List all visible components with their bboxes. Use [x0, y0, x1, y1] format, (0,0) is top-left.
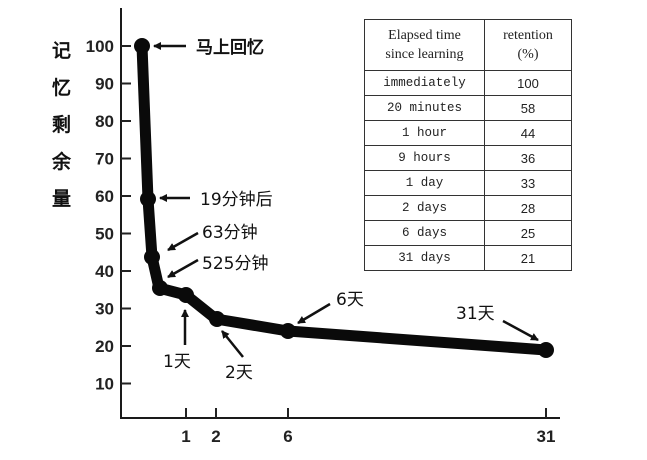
data-point — [140, 191, 156, 207]
cell-time: 9 hours — [364, 145, 485, 171]
cell-retention: 25 — [484, 220, 572, 246]
annotation-31day: 31天 — [456, 304, 495, 324]
data-point — [134, 38, 150, 54]
annotation-1day: 1天 — [163, 352, 191, 372]
axes — [120, 8, 560, 419]
table-row: 20 minutes 58 — [364, 95, 572, 121]
cell-time: 31 days — [364, 245, 485, 271]
y-axis-title-char: 记 — [52, 40, 72, 62]
table-row: 31 days 21 — [364, 245, 572, 271]
cell-time: 2 days — [364, 195, 485, 221]
arrow-icon — [167, 231, 199, 252]
data-point — [152, 280, 168, 296]
data-point — [209, 311, 225, 327]
data-point — [144, 249, 160, 265]
annotation-immediately: 马上回忆 — [196, 37, 264, 58]
table-row: 1 hour 44 — [364, 120, 572, 146]
x-tick-label: 1 — [181, 427, 190, 446]
x-tick-label: 6 — [283, 427, 292, 446]
y-tick-label: 10 — [95, 375, 114, 394]
y-tick-label: 50 — [95, 225, 114, 244]
cell-retention: 58 — [484, 95, 572, 121]
header-elapsed-time: Elapsed time since learning — [364, 19, 485, 71]
cell-time: 6 days — [364, 220, 485, 246]
data-point — [280, 323, 296, 339]
y-tick-label: 100 — [86, 37, 114, 56]
cell-retention: 100 — [484, 70, 572, 96]
y-tick-label: 40 — [95, 262, 114, 281]
y-axis-title-char: 量 — [52, 188, 72, 210]
y-axis-title-char: 余 — [52, 151, 72, 173]
retention-table: Elapsed time since learning retention (%) … — [364, 19, 572, 271]
annotation-2day: 2天 — [225, 363, 253, 383]
cell-retention: 36 — [484, 145, 572, 171]
arrow-icon — [221, 330, 244, 358]
arrow-icon — [502, 319, 539, 342]
data-point — [178, 287, 194, 303]
annotation-19min: 19分钟后 — [200, 190, 273, 210]
cell-time: 20 minutes — [364, 95, 485, 121]
table-row: immediately 100 — [364, 70, 572, 96]
y-ticks: 100 90 80 70 60 50 40 30 20 10 — [86, 37, 131, 394]
annotation-63min: 63分钟 — [202, 223, 258, 243]
data-point — [538, 342, 554, 358]
header-retention: retention (%) — [484, 19, 572, 71]
table-row: 1 day 33 — [364, 170, 572, 196]
cell-time: 1 hour — [364, 120, 485, 146]
y-tick-label: 90 — [95, 75, 114, 94]
arrow-icon — [167, 258, 199, 279]
annotation-arrows — [153, 42, 539, 358]
y-tick-label: 80 — [95, 112, 114, 131]
y-tick-label: 30 — [95, 300, 114, 319]
cell-retention: 33 — [484, 170, 572, 196]
x-tick-label: 31 — [537, 427, 556, 446]
cell-retention: 28 — [484, 195, 572, 221]
arrow-icon — [297, 302, 331, 325]
cell-time: immediately — [364, 70, 485, 96]
y-axis-title-char: 剩 — [52, 114, 72, 136]
annotation-6day: 6天 — [336, 290, 364, 310]
y-tick-label: 20 — [95, 337, 114, 356]
cell-retention: 44 — [484, 120, 572, 146]
x-ticks: 1 2 6 31 — [181, 408, 555, 446]
table-row: 9 hours 36 — [364, 145, 572, 171]
y-tick-label: 70 — [95, 150, 114, 169]
cell-retention: 21 — [484, 245, 572, 271]
table-header-row: Elapsed time since learning retention (%) — [364, 19, 572, 71]
table-row: 2 days 28 — [364, 195, 572, 221]
y-tick-label: 60 — [95, 187, 114, 206]
annotation-labels: 马上回忆 19分钟后 63分钟 525分钟 1天 2天 6天 31天 — [163, 37, 495, 383]
annotation-525min: 525分钟 — [202, 254, 268, 274]
y-axis-title-char: 忆 — [52, 77, 72, 99]
retention-curve — [134, 38, 554, 358]
x-tick-label: 2 — [211, 427, 220, 446]
cell-time: 1 day — [364, 170, 485, 196]
table-row: 6 days 25 — [364, 220, 572, 246]
